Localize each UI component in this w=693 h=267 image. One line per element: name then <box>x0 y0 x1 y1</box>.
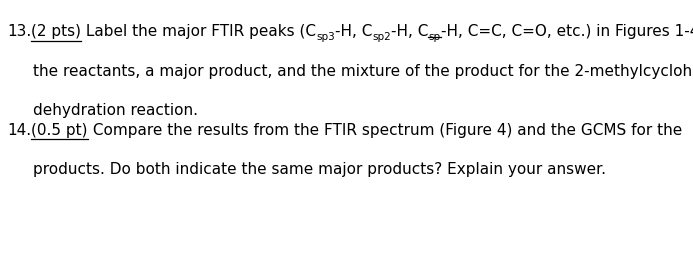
Text: 13.: 13. <box>7 24 31 39</box>
Text: Compare the results from the FTIR spectrum (Figure 4) and the GCMS for the: Compare the results from the FTIR spectr… <box>87 123 682 138</box>
Text: -H, C: -H, C <box>335 24 372 39</box>
Text: the reactants, a major product, and the mixture of the product for the 2-methylc: the reactants, a major product, and the … <box>33 64 693 78</box>
Text: 14.: 14. <box>7 123 31 138</box>
Text: (2 pts): (2 pts) <box>31 24 81 39</box>
Text: Label the major FTIR peaks (C: Label the major FTIR peaks (C <box>81 24 316 39</box>
Text: -H, C: -H, C <box>391 24 428 39</box>
Text: dehydration reaction.: dehydration reaction. <box>33 103 198 118</box>
Text: (0.5 pt): (0.5 pt) <box>31 123 87 138</box>
Text: sp: sp <box>428 32 441 41</box>
Text: products. Do both indicate the same major products? Explain your answer.: products. Do both indicate the same majo… <box>33 162 606 177</box>
Text: sp3: sp3 <box>316 32 335 41</box>
Text: -H, C=C, C=O, etc.) in Figures 1-4 for: -H, C=C, C=O, etc.) in Figures 1-4 for <box>441 24 693 39</box>
Text: sp2: sp2 <box>372 32 391 41</box>
